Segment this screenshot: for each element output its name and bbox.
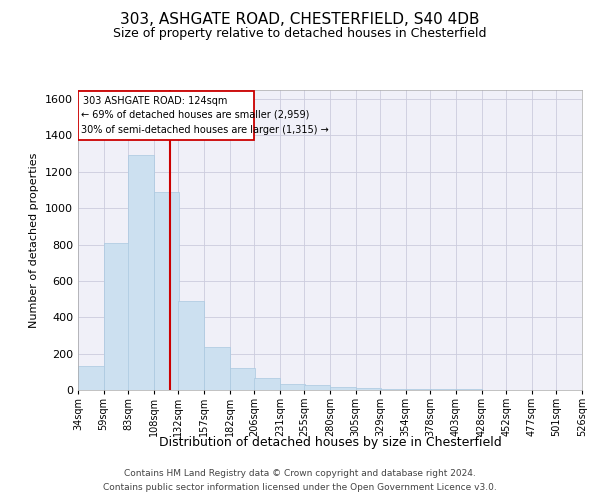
Bar [330,388,356,390]
Text: Distribution of detached houses by size in Chesterfield: Distribution of detached houses by size … [158,436,502,449]
Bar [356,388,381,390]
Bar [78,366,104,390]
Bar [280,384,305,390]
Y-axis label: Number of detached properties: Number of detached properties [29,152,40,328]
Text: ← 69% of detached houses are smaller (2,959): ← 69% of detached houses are smaller (2,… [81,110,310,120]
FancyBboxPatch shape [78,91,254,140]
Text: Contains public sector information licensed under the Open Government Licence v3: Contains public sector information licen… [103,484,497,492]
Bar [380,389,406,390]
Text: Size of property relative to detached houses in Chesterfield: Size of property relative to detached ho… [113,28,487,40]
Bar [430,389,456,390]
Text: 30% of semi-detached houses are larger (1,315) →: 30% of semi-detached houses are larger (… [81,126,329,136]
Bar [304,386,330,390]
Bar [230,368,255,390]
Bar [178,301,204,390]
Bar [104,242,129,390]
Text: 303, ASHGATE ROAD, CHESTERFIELD, S40 4DB: 303, ASHGATE ROAD, CHESTERFIELD, S40 4DB [120,12,480,28]
Bar [204,348,230,390]
Text: Contains HM Land Registry data © Crown copyright and database right 2024.: Contains HM Land Registry data © Crown c… [124,468,476,477]
Bar [154,192,179,390]
Bar [456,389,482,390]
Bar [406,389,431,390]
Bar [254,378,280,390]
Bar [128,156,154,390]
Text: 303 ASHGATE ROAD: 124sqm: 303 ASHGATE ROAD: 124sqm [83,96,227,106]
